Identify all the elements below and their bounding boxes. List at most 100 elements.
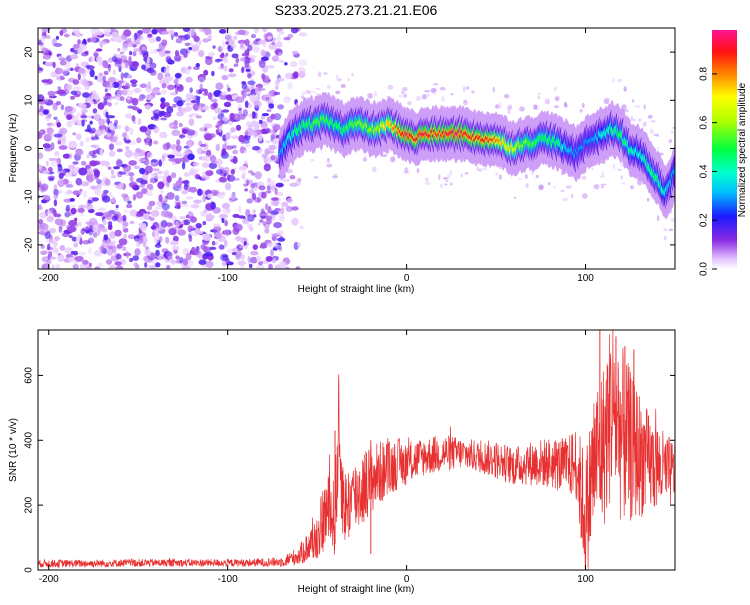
noise-speck <box>155 262 161 268</box>
noise-speck <box>53 240 58 247</box>
spectrogram-ridge-layer <box>278 91 675 220</box>
noise-speck <box>220 110 224 117</box>
noise-speck <box>471 90 475 94</box>
noise-speck <box>158 194 163 202</box>
noise-speck <box>38 131 43 140</box>
noise-speck <box>114 134 119 140</box>
noise-speck <box>111 31 120 40</box>
noise-speck <box>277 34 281 42</box>
noise-speck <box>182 28 191 32</box>
noise-speck <box>96 48 103 52</box>
noise-speck <box>202 241 209 246</box>
noise-speck <box>167 84 175 91</box>
noise-speck <box>79 140 84 147</box>
noise-speck <box>198 76 205 83</box>
noise-speck <box>82 259 89 265</box>
noise-speck <box>226 94 233 101</box>
noise-speck <box>145 94 154 101</box>
noise-speck <box>161 203 170 211</box>
noise-speck <box>152 168 160 172</box>
noise-speck <box>185 252 192 261</box>
noise-speck <box>533 104 538 110</box>
x-tick-label: -200 <box>39 273 59 284</box>
noise-speck <box>46 35 51 39</box>
noise-speck <box>175 255 180 260</box>
noise-speck <box>242 218 249 222</box>
noise-speck <box>250 34 257 39</box>
noise-speck <box>253 100 262 108</box>
noise-speck <box>167 154 175 159</box>
noise-speck <box>94 129 103 136</box>
noise-speck <box>75 149 84 156</box>
noise-speck <box>190 95 196 101</box>
noise-speck <box>653 133 656 136</box>
noise-speck <box>132 44 137 48</box>
noise-speck <box>97 182 102 190</box>
noise-speck <box>81 79 89 87</box>
noise-speck <box>93 187 102 196</box>
noise-speck <box>181 161 186 170</box>
noise-speck <box>277 237 286 242</box>
noise-speck <box>128 172 135 177</box>
noise-speck <box>247 73 252 79</box>
noise-speck <box>177 99 186 104</box>
x-tick-label: 100 <box>577 574 594 585</box>
noise-speck <box>113 211 121 217</box>
noise-speck <box>185 102 191 106</box>
noise-speck <box>43 133 52 142</box>
noise-speck <box>601 185 604 189</box>
noise-speck <box>537 92 541 96</box>
noise-speck <box>123 29 132 37</box>
noise-speck <box>148 200 156 207</box>
noise-speck <box>103 29 112 34</box>
noise-speck <box>425 93 430 97</box>
noise-speck <box>257 234 261 240</box>
noise-speck <box>48 256 57 260</box>
noise-speck <box>72 161 79 165</box>
noise-speck <box>195 223 202 229</box>
noise-speck <box>58 172 64 180</box>
noise-speck <box>188 212 194 217</box>
noise-speck <box>151 87 160 96</box>
noise-speck <box>241 81 247 85</box>
noise-speck <box>81 119 85 127</box>
colorbar-label: Normalized spectral amplitude <box>737 82 748 217</box>
noise-speck <box>252 145 261 151</box>
noise-speck <box>495 172 499 176</box>
noise-speck <box>64 171 70 178</box>
noise-speck <box>126 89 134 96</box>
noise-speck <box>269 249 275 257</box>
noise-speck <box>278 31 285 35</box>
noise-speck <box>97 59 104 66</box>
noise-speck <box>232 155 237 164</box>
noise-speck <box>228 68 234 73</box>
noise-speck <box>88 237 95 244</box>
y-tick-label: 400 <box>24 431 35 448</box>
noise-speck <box>110 169 115 176</box>
noise-speck <box>67 204 76 208</box>
noise-speck <box>106 248 114 256</box>
noise-speck <box>295 266 301 269</box>
noise-speck <box>219 177 225 182</box>
y-tick-label: 0 <box>24 567 35 573</box>
noise-speck <box>141 50 149 55</box>
noise-speck <box>193 66 200 71</box>
noise-speck <box>299 225 304 230</box>
noise-speck <box>157 72 164 81</box>
noise-speck <box>189 204 196 209</box>
noise-speck <box>163 169 170 177</box>
noise-speck <box>212 102 218 109</box>
noise-speck <box>231 251 237 256</box>
noise-speck <box>43 109 49 115</box>
noise-speck <box>656 146 660 151</box>
noise-speck <box>154 206 162 210</box>
noise-speck <box>265 140 271 144</box>
noise-speck <box>164 67 170 75</box>
spectrogram-x-ticks: -200 -100 0 100 <box>39 28 594 284</box>
noise-speck <box>131 82 137 88</box>
noise-speck <box>137 97 144 102</box>
noise-speck <box>151 231 156 238</box>
noise-speck <box>235 124 242 131</box>
noise-speck <box>211 240 216 246</box>
noise-speck <box>210 98 218 103</box>
